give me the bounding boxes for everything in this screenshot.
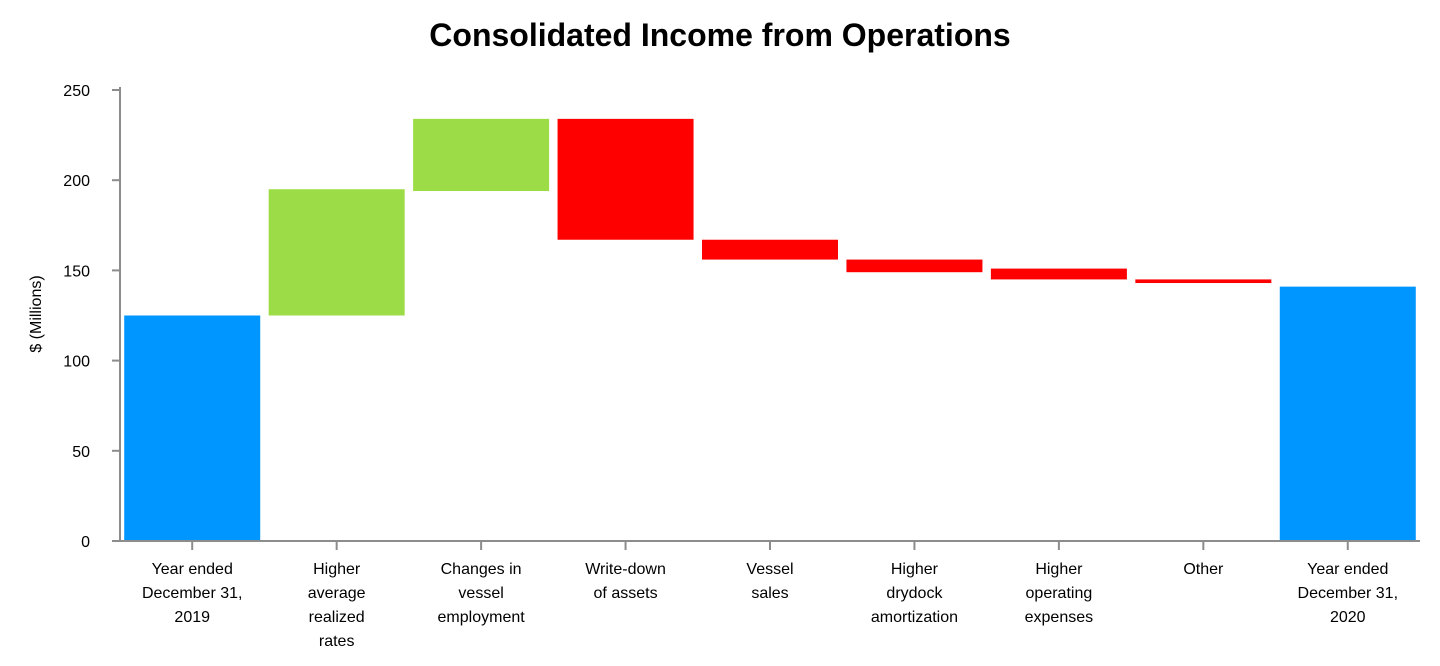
y-tick-label: 250 bbox=[63, 83, 90, 100]
x-tick-label: Changes in vessel employment bbox=[438, 561, 526, 626]
y-tick-label: 100 bbox=[63, 354, 90, 371]
y-tick-label: 150 bbox=[63, 263, 90, 280]
bar-total bbox=[124, 315, 261, 541]
bar-decrease bbox=[702, 239, 838, 260]
bar-decrease bbox=[990, 268, 1127, 280]
bar-increase bbox=[268, 189, 405, 316]
bar-total bbox=[1279, 286, 1416, 541]
y-ticks-layer: 0 50 100 150 200 250 bbox=[63, 83, 120, 551]
y-tick-label: 200 bbox=[63, 173, 90, 190]
x-tick-label: Write-down of assets bbox=[585, 561, 666, 602]
x-tick-label: Year ended December 31, 2019 bbox=[142, 561, 243, 626]
y-tick-label: 50 bbox=[72, 444, 90, 461]
y-tick-label: 0 bbox=[81, 534, 90, 551]
x-tick-label: Higher operating expenses bbox=[1025, 561, 1094, 626]
y-axis-label: $ (Millions) bbox=[28, 275, 45, 352]
x-tick-label: Vessel sales bbox=[746, 561, 793, 602]
bar-decrease bbox=[1135, 279, 1272, 284]
bars-layer bbox=[124, 118, 1416, 541]
bar-increase bbox=[413, 118, 550, 192]
x-ticks-layer: Year ended December 31, 2019 Higher average r… bbox=[142, 541, 1398, 650]
chart-title: Consolidated Income from Operations bbox=[429, 17, 1010, 53]
x-tick-label: Other bbox=[1183, 561, 1224, 578]
bar-decrease bbox=[846, 259, 983, 273]
x-tick-label: Year ended December 31, 2020 bbox=[1298, 561, 1399, 626]
x-tick-label: Higher drydock amortization bbox=[871, 561, 958, 626]
bar-decrease bbox=[557, 118, 694, 240]
x-tick-label: Higher average realized rates bbox=[308, 561, 366, 650]
